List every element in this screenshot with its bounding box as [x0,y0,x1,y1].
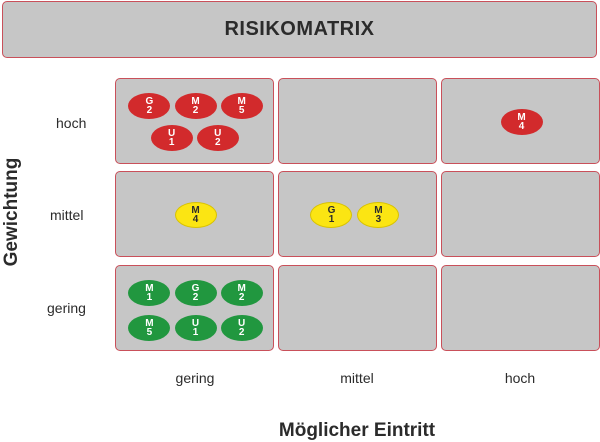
risk-chip-number: 2 [192,104,199,116]
risk-chip-number: 2 [238,291,245,303]
col-label-mittel: mittel [340,370,374,386]
risk-chip-letter: U [191,317,200,329]
risk-chip-number: 1 [146,291,153,303]
risk-chip-number: 2 [192,291,199,303]
risk-chip-letter: M [374,205,383,216]
matrix-cell-hoch-mittel [278,78,437,164]
risk-chip-number: 5 [146,326,153,338]
risk-chip-letter: M [191,95,200,107]
risk-chip-number: 2 [146,104,153,116]
risk-chip-letter: G [145,95,154,107]
risk-chip-letter: G [191,282,200,294]
row-label-mittel: mittel [50,207,84,223]
risk-chip-number: 4 [518,121,525,132]
risk-chip-letter: M [145,282,154,294]
matrix-title: RISIKOMATRIX [2,1,597,58]
risk-chip-number: 1 [192,326,199,338]
risk-chip-letter: M [517,112,526,123]
risk-chip-number: 2 [238,326,245,338]
col-label-hoch: hoch [504,370,536,386]
risk-chip-letter: U [237,317,246,329]
risk-chip-letter: M [191,205,200,216]
matrix-cell-mittel-hoch [441,171,600,257]
risk-chip-letter: G [327,205,336,216]
risk-chip-letter: M [145,317,154,329]
y-axis-title: Gewichtung [1,157,22,267]
risk-chip-letter: M [237,282,246,294]
row-label-gering: gering [47,300,86,316]
risk-chip-number: 1 [168,137,175,149]
risk-chip-letter: U [214,128,222,140]
risk-chip-number: 4 [192,214,199,225]
risk-chip-letter: U [168,128,176,140]
matrix-cell-gering-mittel [278,265,437,351]
col-label-gering: gering [175,370,215,386]
risk-chip-number: 3 [375,214,382,225]
row-label-hoch: hoch [56,115,87,131]
x-axis-title: Möglicher Eintritt [278,420,436,441]
risk-chip-number: 1 [328,214,335,225]
matrix-cell-gering-hoch [441,265,600,351]
risk-chip-number: 5 [238,104,245,116]
risk-chip-letter: M [237,95,246,107]
risk-chip-number: 2 [214,137,221,149]
